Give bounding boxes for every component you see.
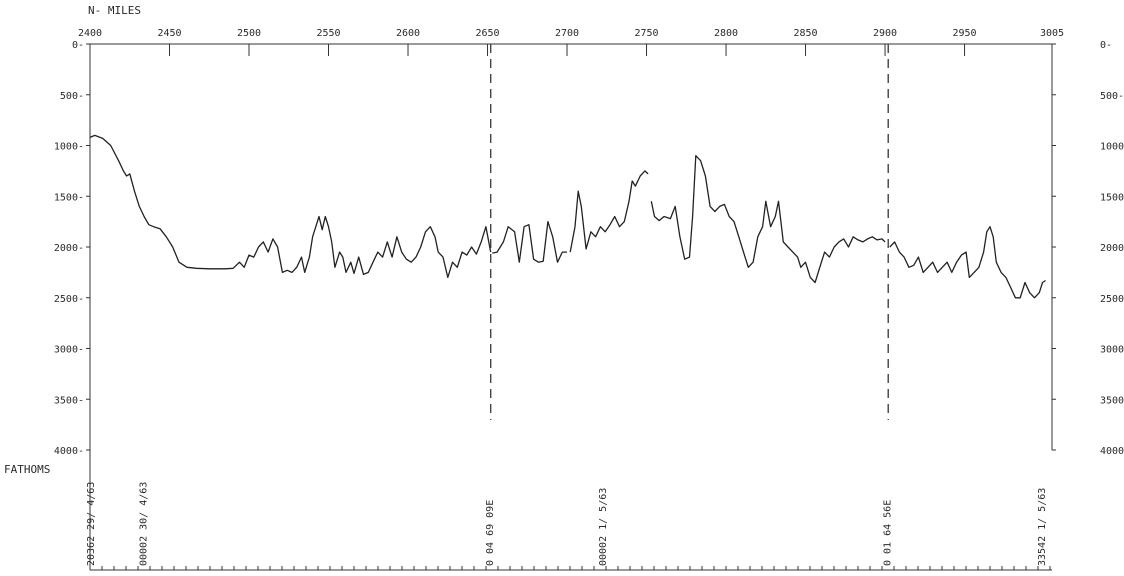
y-tick-label-left: 3000- <box>54 345 84 356</box>
y-tick-label-left: 3500- <box>54 395 84 406</box>
y-tick-label-right: 500- <box>1100 91 1124 102</box>
y-tick-label-left: 2500- <box>54 294 84 305</box>
y-tick-label-right: 2500- <box>1100 294 1124 305</box>
x-tick-label: 2700 <box>555 28 579 39</box>
y-tick-label-right: 1000- <box>1100 142 1124 153</box>
y-tick-label-right: 2000- <box>1100 243 1124 254</box>
y-tick-label-left: 2000- <box>54 243 84 254</box>
top-axis-title: N- MILES <box>88 4 141 17</box>
depth-profile-line <box>89 134 1046 299</box>
profile-segment <box>492 220 567 263</box>
profile-segment <box>650 155 886 284</box>
y-tick-label-left: 1000- <box>54 142 84 153</box>
profile-segment <box>569 170 649 253</box>
x-tick-label: 2400 <box>78 28 102 39</box>
axes: 2400 2450 2500 2550 2600 2650 2700 2750 2800 2850… <box>54 28 1124 571</box>
y-tick-label-left: 500- <box>60 91 84 102</box>
x-tick-label: 2850 <box>793 28 817 39</box>
date-annotation: 00002 1/ 5/63 <box>598 488 609 566</box>
x-tick-label: 2900 <box>873 28 897 39</box>
x-tick-label: 2800 <box>714 28 738 39</box>
x-tick-label: 2650 <box>475 28 499 39</box>
x-tick-label: 2600 <box>396 28 420 39</box>
date-annotation: 0 04 69 09E <box>485 500 496 566</box>
y-tick-label-right: 4000- <box>1100 446 1124 457</box>
dashed-markers <box>490 44 889 420</box>
x-tick-label: 3005 <box>1040 28 1064 39</box>
date-annotation: 33542 1/ 5/63 <box>1037 488 1048 566</box>
y-tick-label-left: 0- <box>72 40 84 51</box>
y-tick-label-right: 1500- <box>1100 192 1124 203</box>
bottom-annotations: 20362 29/ 4/63 00002 30/ 4/63 0 04 69 09E 0… <box>86 482 1048 566</box>
x-tick-label: 2950 <box>952 28 976 39</box>
x-tick-label: 2750 <box>634 28 658 39</box>
x-tick-label: 2450 <box>157 28 181 39</box>
date-annotation: 00002 30/ 4/63 <box>138 482 149 566</box>
date-annotation: 0 01 64 56E <box>883 500 894 566</box>
y-tick-label-right: 0- <box>1100 40 1112 51</box>
x-tick-label: 2500 <box>237 28 261 39</box>
left-axis-unit: FATHOMS <box>4 463 50 476</box>
date-annotation: 20362 29/ 4/63 <box>86 482 97 566</box>
y-tick-label-left: 1500- <box>54 192 84 203</box>
y-tick-label-right: 3000- <box>1100 345 1124 356</box>
y-tick-label-left: 4000- <box>54 446 84 457</box>
y-tick-label-right: 3500- <box>1100 395 1124 406</box>
x-tick-label: 2550 <box>316 28 340 39</box>
profile-segment <box>89 134 492 279</box>
profile-segment <box>889 226 1046 299</box>
